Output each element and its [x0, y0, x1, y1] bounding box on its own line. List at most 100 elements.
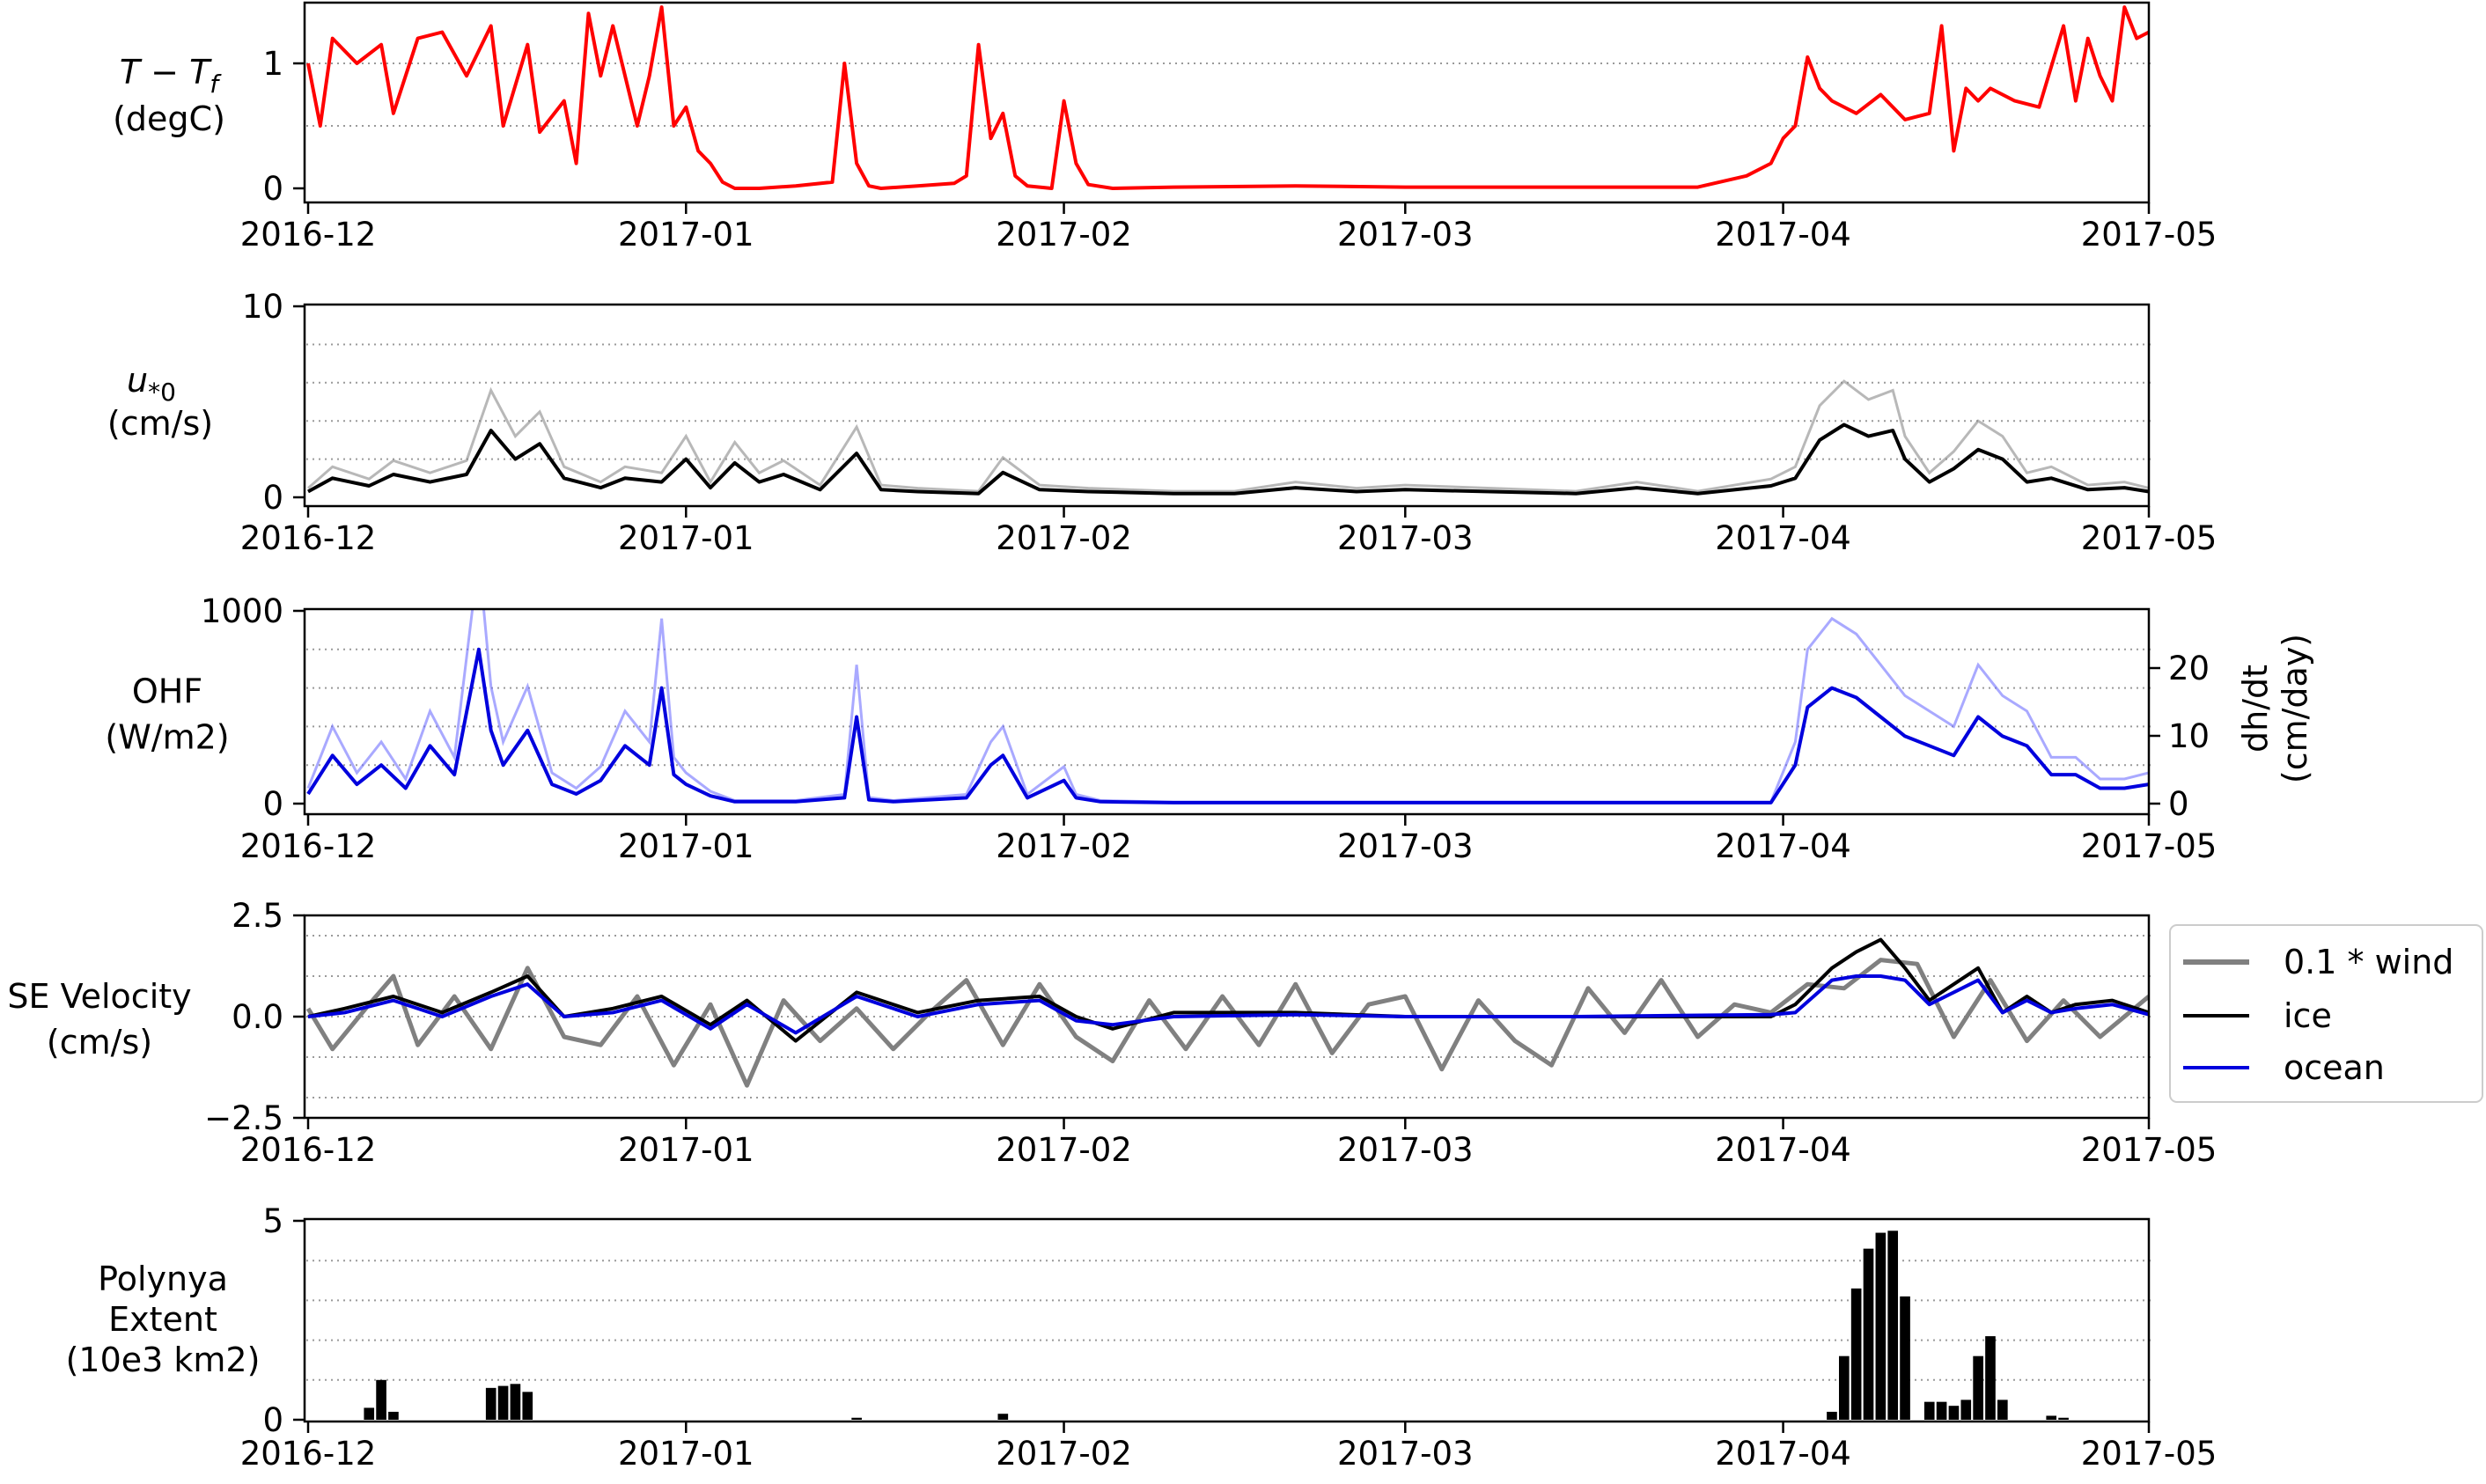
bar-18	[1948, 1406, 1960, 1420]
bar-16	[1923, 1401, 1935, 1420]
right-axis-unit: (cm/day)	[2276, 634, 2314, 783]
ylabel-line-5-2: (10e3 km2)	[66, 1341, 261, 1379]
bar-1	[376, 1379, 386, 1420]
series-line-2-0	[307, 422, 2149, 496]
bar-9	[1827, 1411, 1837, 1420]
series-group-5	[364, 1231, 2069, 1420]
bar-21	[1985, 1336, 1996, 1420]
xtick-label-4-3: 2017-03	[1337, 1131, 1474, 1169]
xtick-label-5-2: 2017-02	[996, 1435, 1132, 1473]
series-band-2-0	[307, 379, 2149, 493]
xtick-label-3-2: 2017-02	[996, 827, 1132, 865]
ylabel-main-2: u*0	[127, 361, 176, 407]
bar-24	[2058, 1417, 2069, 1420]
right-ytick-label-2: 20	[2168, 650, 2210, 687]
xtick-label-2-0: 2016-12	[240, 519, 377, 557]
ytick-label-5-1: 5	[262, 1202, 283, 1240]
series-line-4-2	[307, 974, 2149, 1035]
right-axis-label: dh/dt	[2236, 665, 2275, 753]
xtick-label-3-3: 2017-03	[1337, 827, 1474, 865]
ytick-label-3-1: 1000	[201, 592, 283, 630]
bar-10	[1838, 1355, 1850, 1420]
ylabel-unit-2: (cm/s)	[107, 404, 213, 443]
bar-3	[485, 1387, 496, 1420]
axes-frame-1	[303, 1, 2151, 204]
bar-23	[2046, 1415, 2057, 1420]
xtick-label-5-3: 2017-03	[1337, 1435, 1474, 1473]
ytick-label-4-0: −2.5	[204, 1099, 283, 1137]
xtick-label-2-1: 2017-01	[618, 519, 754, 557]
xtick-label-3-5: 2017-05	[2081, 827, 2218, 865]
bar-2	[388, 1411, 399, 1420]
ylabel-main-1: T − Tf	[120, 53, 222, 99]
ytick-label-1-0: 0	[262, 170, 283, 208]
series-line-3-0	[306, 647, 2149, 804]
xtick-label-2-4: 2017-04	[1715, 519, 1851, 557]
bar-14	[1887, 1231, 1899, 1420]
ytick-label-1-1: 1	[262, 45, 283, 83]
xtick-label-5-4: 2017-04	[1715, 1435, 1851, 1473]
xtick-label-4-4: 2017-04	[1715, 1131, 1851, 1169]
bar-4	[497, 1385, 509, 1420]
xtick-label-2-3: 2017-03	[1337, 519, 1474, 557]
bar-11	[1850, 1288, 1862, 1420]
ylabel-main-3: OHF	[132, 672, 202, 711]
xtick-label-5-1: 2017-01	[618, 1435, 754, 1473]
xtick-label-4-0: 2016-12	[240, 1131, 377, 1169]
ylabel-unit-1: (degC)	[113, 99, 225, 138]
xtick-label-2-2: 2017-02	[996, 519, 1132, 557]
bar-19	[1960, 1400, 1972, 1420]
axes-frame-5	[303, 1217, 2151, 1423]
ytick-label-2-1: 10	[242, 288, 283, 326]
series-group-2	[307, 379, 2149, 496]
series-line-4-1	[307, 937, 2149, 1043]
legend-label-ocean: ocean	[2284, 1048, 2385, 1087]
chart-panel-4: −2.5 0.0 2.5 2016-12 2017-01 2017-02 2017-03 20…	[7, 897, 2217, 1169]
ytick-label-4-2: 2.5	[232, 897, 283, 935]
xtick-label-1-5: 2017-05	[2081, 216, 2218, 253]
series-group-3	[306, 609, 2149, 804]
ytick-label-3-0: 0	[262, 785, 283, 823]
series-group-4	[305, 937, 2149, 1088]
ylabel-unit-4: (cm/s)	[47, 1023, 152, 1062]
xtick-label-3-0: 2016-12	[240, 827, 377, 865]
xtick-label-3-1: 2017-01	[618, 827, 754, 865]
bar-0	[364, 1407, 375, 1420]
bar-13	[1875, 1232, 1887, 1420]
axes-frame-2	[303, 303, 2151, 508]
axes-frame-3	[303, 607, 2151, 816]
series-group-1	[306, 5, 2149, 190]
ylabel-main-4: SE Velocity	[7, 977, 191, 1016]
bar-20	[1973, 1355, 1983, 1420]
bar-5	[510, 1384, 521, 1420]
legend-label-ice: ice	[2284, 996, 2332, 1035]
bar-15	[1900, 1296, 1910, 1420]
series-line-4-0	[305, 958, 2149, 1088]
xtick-label-4-1: 2017-01	[618, 1131, 754, 1169]
series-band-3-0	[306, 609, 2149, 804]
ytick-label-4-1: 0.0	[232, 998, 283, 1036]
bar-17	[1936, 1401, 1947, 1420]
ylabel-unit-3: (W/m2)	[105, 718, 229, 757]
xtick-label-3-4: 2017-04	[1715, 827, 1851, 865]
series-line-1-0	[306, 5, 2149, 190]
xtick-label-5-5: 2017-05	[2081, 1435, 2218, 1473]
bar-6	[522, 1392, 533, 1420]
chart-panel-2: 0 10 2016-12 2017-01 2017-02 2017-03 2017-04 20…	[107, 288, 2217, 557]
xtick-label-1-3: 2017-03	[1337, 216, 1474, 253]
bar-7	[851, 1417, 862, 1420]
legend: 0.1 * wind ice ocean	[2169, 924, 2483, 1103]
ytick-label-5-0: 0	[262, 1401, 283, 1439]
xtick-label-4-2: 2017-02	[996, 1131, 1132, 1169]
ylabel-line-5-1: Extent	[108, 1300, 217, 1339]
ylabel-line-5-0: Polynya	[98, 1260, 228, 1298]
legend-label-wind: 0.1 * wind	[2284, 943, 2453, 981]
xtick-label-4-5: 2017-05	[2081, 1131, 2218, 1169]
chart-panel-5: 0 5 2016-12 2017-01 2017-02 2017-03 2017-04 201…	[66, 1202, 2218, 1473]
xtick-label-1-2: 2017-02	[996, 216, 1132, 253]
xtick-label-5-0: 2016-12	[240, 1435, 377, 1473]
xtick-label-2-5: 2017-05	[2081, 519, 2218, 557]
bar-8	[997, 1414, 1009, 1420]
xtick-label-1-4: 2017-04	[1715, 216, 1851, 253]
